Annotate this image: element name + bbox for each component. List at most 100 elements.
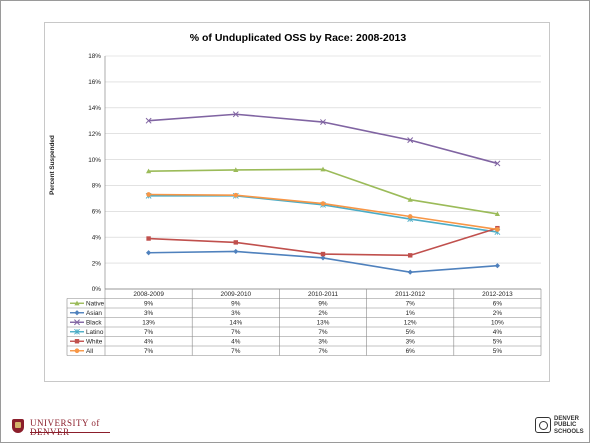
data-point	[320, 119, 326, 125]
marker-stroke	[232, 111, 239, 118]
dps-badge-icon	[535, 417, 551, 433]
line-chart: % of Unduplicated OSS by Race: 2008-2013…	[49, 32, 542, 356]
data-point	[74, 348, 80, 354]
marker-stroke	[320, 119, 326, 125]
marker-stroke	[494, 160, 501, 167]
table-cell: 6%	[493, 300, 503, 307]
legend-label: White	[86, 338, 103, 345]
y-axis-label: Percent Suspended	[49, 135, 56, 195]
table-cell: 4%	[231, 338, 241, 345]
dps-logo-text: DENVER PUBLIC SCHOOLS	[554, 416, 584, 435]
data-point	[233, 192, 239, 198]
table-cell: 4%	[144, 338, 154, 345]
data-point	[320, 166, 326, 172]
chart-container: % of Unduplicated OSS by Race: 2008-2013…	[44, 22, 550, 382]
du-logo-text: UNIVERSITY of DENVER	[30, 418, 100, 437]
table-cell: 5%	[493, 348, 503, 355]
data-point	[74, 339, 80, 344]
series-latino	[145, 192, 501, 235]
data-point	[146, 236, 151, 241]
table-cell: 9%	[318, 300, 328, 307]
series-asian	[146, 248, 500, 275]
shield-icon	[12, 419, 24, 433]
university-of-denver-logo: UNIVERSITY of DENVER	[12, 418, 132, 440]
x-tick-label: 2008-2009	[133, 291, 164, 298]
legend-label: Native	[86, 300, 105, 307]
table-cell: 3%	[406, 338, 416, 345]
y-tick-label: 16%	[88, 79, 101, 86]
x-tick-label: 2012-2013	[482, 291, 513, 298]
table-cell: 7%	[144, 348, 154, 355]
table-cell: 2%	[493, 310, 503, 317]
data-point	[494, 211, 500, 217]
x-tick-label: 2009-2010	[221, 291, 252, 298]
data-point	[494, 263, 500, 269]
legend-label: Black	[86, 319, 102, 326]
gridlines	[105, 55, 541, 264]
data-point	[407, 137, 414, 144]
data-table: 2008-2009 2009-2010 2010-2011 2011-2012 2012…	[66, 288, 542, 356]
table-cell: 4%	[493, 329, 503, 336]
legend-label: Latino	[86, 329, 104, 336]
y-tick-label: 6%	[92, 209, 102, 216]
data-point	[407, 269, 413, 275]
data-point	[74, 310, 80, 316]
y-tick-label: 10%	[88, 157, 101, 164]
table-cell: 5%	[493, 338, 503, 345]
table-cell: 9%	[144, 300, 154, 307]
data-point	[494, 160, 501, 167]
data-point	[146, 250, 152, 256]
table-cell: 7%	[318, 329, 328, 336]
table-cell: 9%	[231, 300, 241, 307]
data-point	[74, 328, 80, 335]
table-cell: 13%	[142, 319, 155, 326]
data-point	[320, 251, 326, 257]
table-cell: 3%	[318, 338, 328, 345]
table-cell: 7%	[406, 300, 416, 307]
table-cell: 6%	[406, 348, 416, 355]
data-point	[320, 201, 326, 206]
table-cell: 7%	[231, 329, 241, 336]
table-cell: 3%	[231, 310, 241, 317]
data-point	[495, 227, 500, 232]
marker-stroke	[145, 117, 152, 124]
y-tick-label: 4%	[92, 234, 102, 241]
y-tick-label: 0%	[92, 286, 102, 293]
data-point	[233, 240, 239, 245]
table-cell: 7%	[231, 348, 241, 355]
series-black	[145, 111, 501, 167]
table-cell: 7%	[144, 329, 154, 336]
legend-label: Asian	[86, 310, 102, 317]
chart-title: % of Unduplicated OSS by Race: 2008-2013	[190, 32, 407, 44]
legend-label: All	[86, 348, 93, 355]
data-point	[146, 168, 152, 174]
table-cell: 5%	[406, 329, 416, 336]
data-point	[407, 197, 413, 202]
series-white	[146, 225, 500, 258]
table-cell: 10%	[491, 319, 504, 326]
data-point	[233, 248, 239, 255]
table-cell: 7%	[318, 348, 328, 355]
y-tick-label: 18%	[88, 53, 101, 60]
marker-stroke	[74, 319, 80, 326]
table-cell: 2%	[318, 310, 328, 317]
data-point	[74, 300, 80, 306]
data-point	[407, 253, 413, 258]
x-tick-label: 2011-2012	[395, 291, 426, 298]
data-point	[233, 167, 239, 172]
table-cell: 13%	[317, 319, 330, 326]
data-point	[320, 255, 326, 261]
data-point	[74, 319, 80, 326]
series-native	[146, 166, 500, 217]
y-tick-label: 2%	[92, 260, 102, 267]
table-cell: 14%	[229, 319, 242, 326]
data-point	[407, 214, 413, 219]
data-point	[145, 117, 152, 124]
denver-public-schools-logo: DENVER PUBLIC SCHOOLS	[535, 414, 590, 442]
x-tick-label: 2010-2011	[308, 291, 339, 298]
table-cell: 1%	[406, 310, 416, 317]
data-point	[232, 111, 239, 118]
du-logo-rule	[30, 432, 110, 433]
series-all	[146, 192, 500, 232]
table-cell: 12%	[404, 319, 417, 326]
